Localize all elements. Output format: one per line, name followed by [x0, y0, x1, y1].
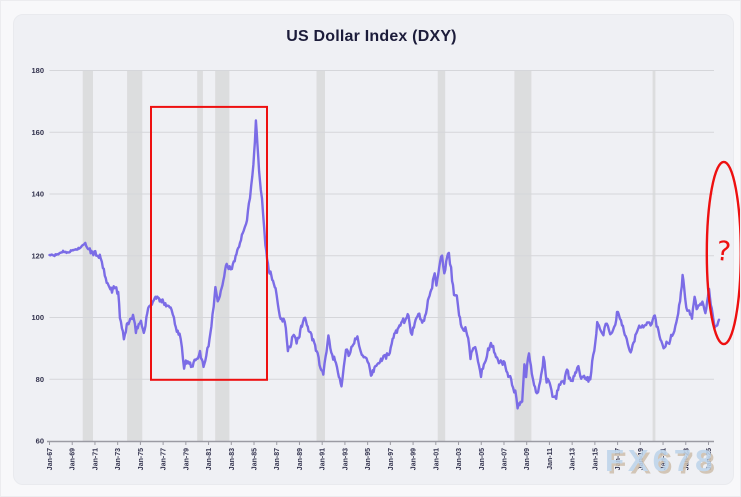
x-axis-label: Jan-19	[638, 448, 645, 470]
y-axis-label: 80	[36, 375, 44, 384]
x-axis-label: Jan-25	[706, 448, 713, 470]
red-ellipse-annotation	[705, 160, 740, 346]
x-axis-label: Jan-91	[320, 448, 327, 470]
x-axis-labels: Jan-67 Jan-69 Jan-71 Jan-73 Jan-75 Jan-77 Jan-…	[47, 441, 713, 470]
y-axis-label: 140	[31, 190, 44, 199]
x-axis-label: Jan-73	[115, 448, 122, 470]
gridlines	[49, 70, 714, 380]
red-box-annotation	[150, 105, 268, 381]
x-axis-label: Jan-93	[342, 448, 349, 470]
x-axis-label: Jan-11	[547, 448, 554, 470]
watermark: FX678	[605, 443, 717, 478]
x-axis-label: Jan-69	[70, 448, 77, 470]
x-axis-label: Jan-97	[388, 448, 395, 470]
x-axis-label: Jan-89	[297, 448, 304, 470]
x-axis-label: Jan-23	[683, 448, 690, 470]
x-axis-label: Jan-21	[661, 448, 668, 470]
x-axis-label: Jan-15	[592, 448, 599, 470]
dxy-line	[48, 119, 721, 410]
question-mark-annotation: ?	[715, 236, 733, 268]
x-axis-label: Jan-79	[183, 448, 190, 470]
x-axis-label: Jan-17	[615, 448, 622, 470]
y-axis-label: 100	[31, 313, 44, 322]
x-axis-label: Jan-67	[47, 448, 54, 470]
x-axis-label: Jan-03	[456, 448, 463, 470]
x-axis-label: Jan-81	[206, 448, 213, 470]
x-axis-label: Jan-07	[501, 448, 508, 470]
x-axis-label: Jan-13	[570, 448, 577, 470]
x-axis-label: Jan-95	[365, 448, 372, 470]
x-axis-label: Jan-85	[252, 448, 259, 470]
x-axis-label: Jan-87	[274, 448, 281, 470]
y-axis-label: 160	[31, 128, 44, 137]
x-axis-label: Jan-83	[229, 448, 236, 470]
x-axis-label: Jan-71	[92, 448, 99, 470]
x-axis-label: Jan-09	[524, 448, 531, 470]
x-axis-label: Jan-01	[433, 448, 440, 470]
x-axis-label: Jan-77	[161, 448, 168, 470]
chart-title: US Dollar Index (DXY)	[286, 28, 457, 45]
x-axis-label: Jan-05	[479, 448, 486, 470]
y-axis-label: 120	[31, 251, 44, 260]
y-axis-labels: 60 80 100 120 140 160 180	[31, 66, 44, 446]
x-axis-label: Jan-75	[138, 448, 145, 470]
x-axis-label: Jan-99	[411, 448, 418, 470]
y-axis-label: 60	[36, 437, 44, 446]
y-axis-label: 180	[31, 66, 44, 75]
